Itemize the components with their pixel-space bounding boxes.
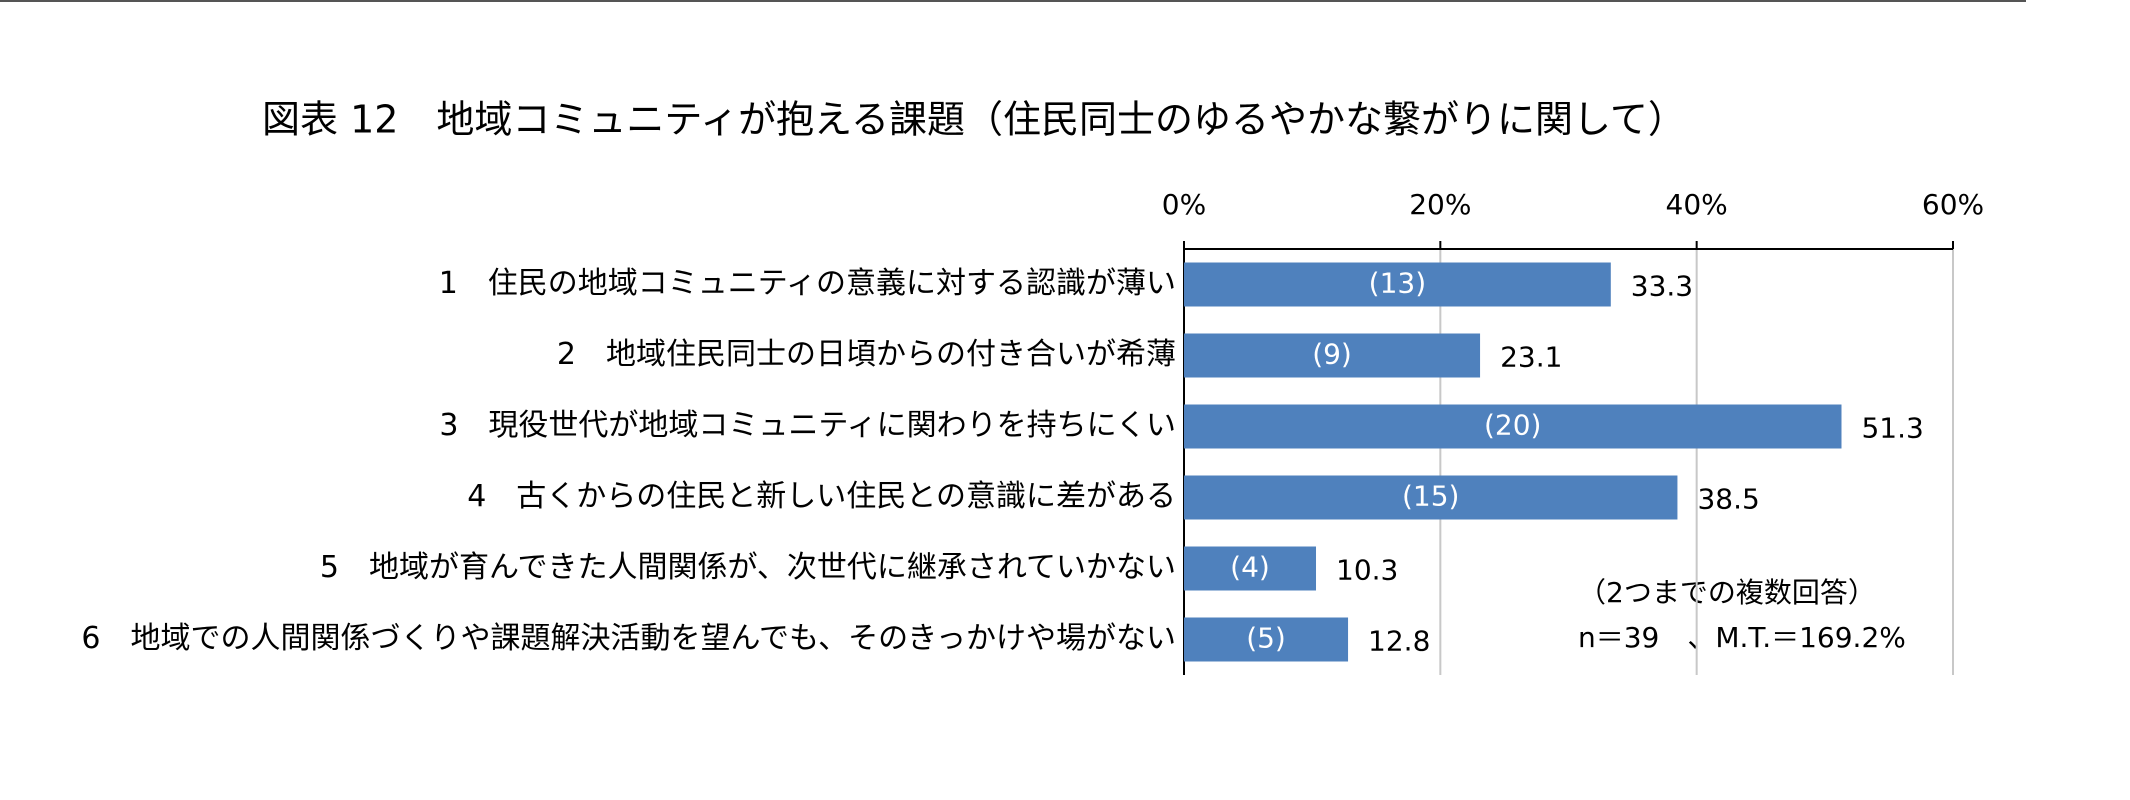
count-label: (15) <box>1402 480 1459 513</box>
note: n＝39 、M.T.＝169.2% <box>1578 621 1906 654</box>
chart-title: 図表 12 地域コミュニティが抱える課題（住民同士のゆるやかな繋がりに関して） <box>262 98 1686 142</box>
count-label: (5) <box>1246 622 1286 655</box>
count-label: (20) <box>1484 409 1541 442</box>
bar <box>1184 475 1678 520</box>
bar <box>1184 404 1842 449</box>
count-label: (13) <box>1369 267 1426 300</box>
value-label: 23.1 <box>1500 341 1562 374</box>
value-label: 51.3 <box>1861 412 1923 445</box>
y-tick-label: 2 地域住民同士の日頃からの付き合いが希薄 <box>557 337 1176 372</box>
value-label: 12.8 <box>1368 625 1430 658</box>
y-tick-label: 3 現役世代が地域コミュニティに関わりを持ちにくい <box>439 408 1176 443</box>
y-tick-label: 1 住民の地域コミュニティの意義に対する認識が薄い <box>439 266 1176 301</box>
x-tick-label: 60% <box>1922 188 1984 221</box>
y-tick-label: 4 古くからの住民と新しい住民との意識に差がある <box>467 479 1176 514</box>
bar <box>1184 262 1611 307</box>
y-tick-label: 5 地域が育んできた人間関係が、次世代に継承されていかない <box>320 550 1176 585</box>
note: （2つまでの複数回答） <box>1578 576 1876 609</box>
y-tick-label: 6 地域での人間関係づくりや課題解決活動を望んでも、そのきっかけや場がない <box>81 621 1176 656</box>
bar <box>1184 546 1317 591</box>
value-label: 10.3 <box>1336 554 1398 587</box>
value-label: 38.5 <box>1697 483 1759 516</box>
bar <box>1184 617 1349 662</box>
count-label: (9) <box>1312 338 1352 371</box>
count-label: (4) <box>1230 551 1270 584</box>
x-tick-label: 20% <box>1409 188 1471 221</box>
x-tick-label: 0% <box>1162 188 1206 221</box>
x-tick-label: 40% <box>1666 188 1728 221</box>
value-label: 33.3 <box>1631 270 1693 303</box>
bar <box>1184 333 1481 378</box>
